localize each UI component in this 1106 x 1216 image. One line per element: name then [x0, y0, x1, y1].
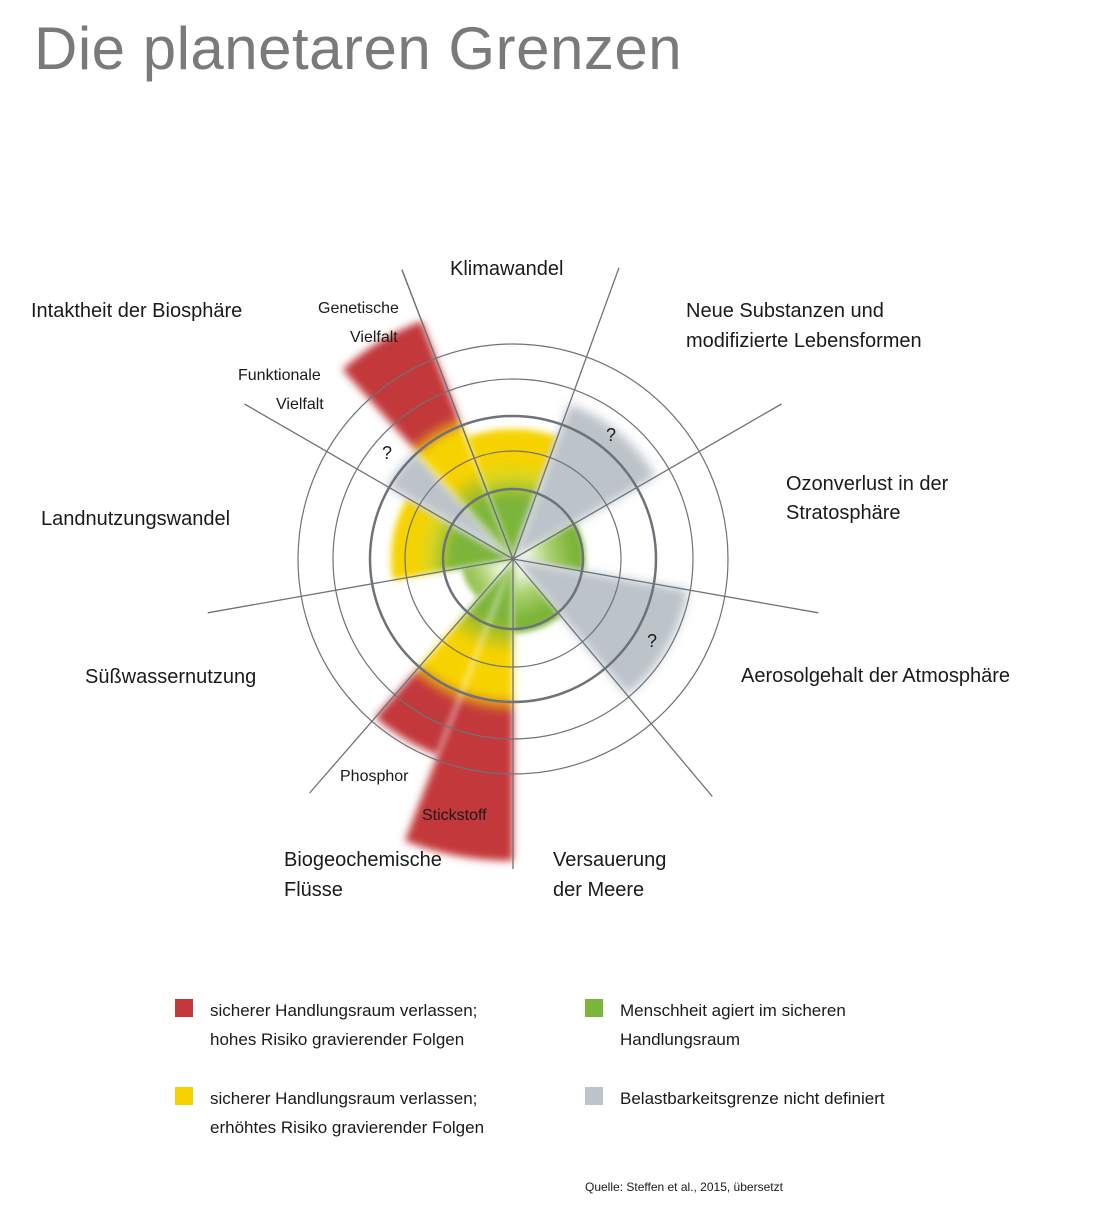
wedge-stickstoff [404, 559, 513, 861]
legend-swatch-grey [585, 1087, 603, 1105]
legend-yellow-line1: sicherer Handlungsraum verlassen; [210, 1089, 478, 1108]
legend-green-line1: Menschheit agiert im sicheren [620, 1001, 846, 1020]
label-funktionale-vielfalt-line2: Vielfalt [276, 396, 324, 413]
question-markers: ? ? ? [382, 425, 657, 651]
page-title: Die planetaren Grenzen [34, 15, 683, 82]
label-landnutzungswandel: Landnutzungswandel [41, 508, 231, 530]
sector-divider-lines [207, 267, 819, 869]
label-intaktheit-biosphaere: Intaktheit der Biosphäre [31, 300, 243, 322]
legend-item-red: sicherer Handlungsraum verlassen; hohes … [175, 996, 477, 1054]
legend-red-line1: sicherer Handlungsraum verlassen; [210, 1001, 478, 1020]
legend-grey-line1: Belastbarkeitsgrenze nicht definiert [620, 1089, 885, 1108]
wedge-klimawandel [466, 428, 558, 559]
label-versauerung-line2: der Meere [553, 879, 645, 901]
legend-text-yellow: sicherer Handlungsraum verlassen; erhöht… [210, 1084, 484, 1142]
legend-green-line2: Handlungsraum [620, 1030, 741, 1049]
label-klimawandel: Klimawandel [450, 258, 564, 280]
marker-aerosolgehalt: ? [647, 631, 657, 651]
label-biogeochemische-line1: Biogeochemische [284, 849, 442, 871]
label-versauerung-line1: Versauerung [553, 849, 667, 871]
wedge-funktionale-vielfalt [387, 451, 513, 559]
wedge-genetische-vielfalt [342, 320, 513, 559]
legend-swatch-green [585, 999, 603, 1017]
label-stickstoff: Stickstoff [422, 807, 487, 824]
legend-text-red: sicherer Handlungsraum verlassen; hohes … [210, 996, 477, 1054]
wedge-aerosolgehalt [513, 559, 689, 696]
label-suesswassernutzung: Süßwassernutzung [85, 666, 257, 688]
sector-divider-line [512, 558, 713, 797]
label-genetische-vielfalt-line2: Vielfalt [350, 329, 398, 346]
sector-divider-line [309, 558, 514, 794]
legend-text-grey: Belastbarkeitsgrenze nicht definiert [620, 1084, 885, 1113]
marker-funktionale-vielfalt: ? [382, 443, 392, 463]
sector-divider-line [207, 558, 514, 614]
label-aerosolgehalt: Aerosolgehalt der Atmosphäre [741, 665, 1011, 687]
wedge-suesswassernutzung [461, 559, 513, 599]
sector-divider-line [512, 558, 819, 614]
legend-item-yellow: sicherer Handlungsraum verlassen; erhöht… [175, 1084, 484, 1142]
label-genetische-vielfalt-line1: Genetische [318, 300, 399, 317]
label-biogeochemische-line2: Flüsse [284, 879, 343, 901]
source-note: Quelle: Steffen et al., 2015, übersetzt [585, 1180, 783, 1194]
sector-divider-line [512, 403, 782, 560]
label-ozonverlust-line1: Ozonverlust in der [786, 473, 949, 495]
wedge-landnutzungswandel [391, 498, 513, 581]
legend-red-line2: hohes Risiko gravierender Folgen [210, 1030, 465, 1049]
label-neue-substanzen-line2: modifizierte Lebensformen [686, 330, 922, 352]
marker-neue-substanzen: ? [606, 425, 616, 445]
label-phosphor: Phosphor [340, 768, 409, 785]
legend-swatch-red [175, 999, 193, 1017]
label-neue-substanzen-line1: Neue Substanzen und [686, 300, 884, 322]
legend-yellow-line2: erhöhtes Risiko gravierender Folgen [210, 1118, 485, 1137]
legend-swatch-yellow [175, 1087, 193, 1105]
wedge-ozonverlust [513, 523, 586, 572]
sector-divider-line [401, 269, 514, 560]
legend-item-green: Menschheit agiert im sicheren Handlungsr… [585, 996, 846, 1054]
wedge-neue-substanzen [513, 404, 656, 559]
sector-divider-line [512, 267, 620, 560]
legend-text-green: Menschheit agiert im sicheren Handlungsr… [620, 996, 846, 1054]
label-ozonverlust-line2: Stratosphäre [786, 502, 901, 524]
sector-divider-line [244, 403, 514, 560]
label-funktionale-vielfalt-line1: Funktionale [238, 367, 321, 384]
legend-item-grey: Belastbarkeitsgrenze nicht definiert [585, 1084, 885, 1113]
wedge-versauerung [513, 559, 561, 633]
